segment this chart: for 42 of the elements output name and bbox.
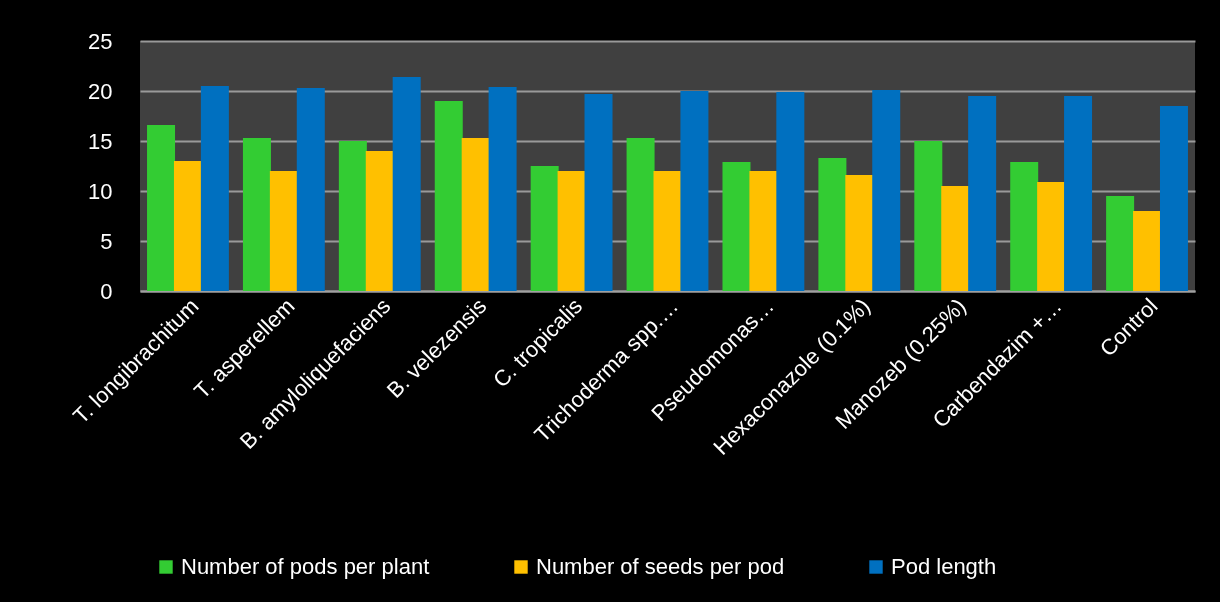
bar [296,88,325,291]
bar [653,171,682,291]
bar [461,138,490,291]
bar [1010,162,1039,291]
y-tick-label: 5 [100,228,113,254]
legend-label: Number of seeds per pod [536,554,785,579]
bar [818,158,847,291]
bar [392,77,421,291]
bar [530,166,559,291]
bar [584,94,613,291]
bar [914,141,943,291]
bar [269,171,298,291]
bar [845,175,874,291]
bar [434,101,463,291]
y-tick-label: 25 [88,28,113,54]
bar [968,96,997,291]
bar [1159,106,1188,291]
bar [365,151,394,291]
bar [941,186,970,291]
y-tick-label: 0 [100,278,113,304]
bar [338,141,367,291]
bar [722,162,751,291]
bar [626,138,655,291]
bar [1106,196,1135,291]
bar [173,161,202,291]
bar [872,90,901,291]
bar [1133,211,1162,291]
bar [749,171,778,291]
bar [776,92,805,291]
bar [147,125,176,291]
legend-label: Pod length [891,554,997,579]
bar [1064,96,1093,291]
bar [488,87,517,291]
bar [557,171,586,291]
y-tick-label: 15 [88,128,113,154]
bar [242,138,271,291]
bar [200,86,229,291]
y-tick-label: 20 [88,78,113,104]
y-tick-label: 10 [88,178,113,204]
legend-label: Number of pods per plant [181,554,430,579]
bar [680,91,709,291]
bar [1037,182,1066,291]
